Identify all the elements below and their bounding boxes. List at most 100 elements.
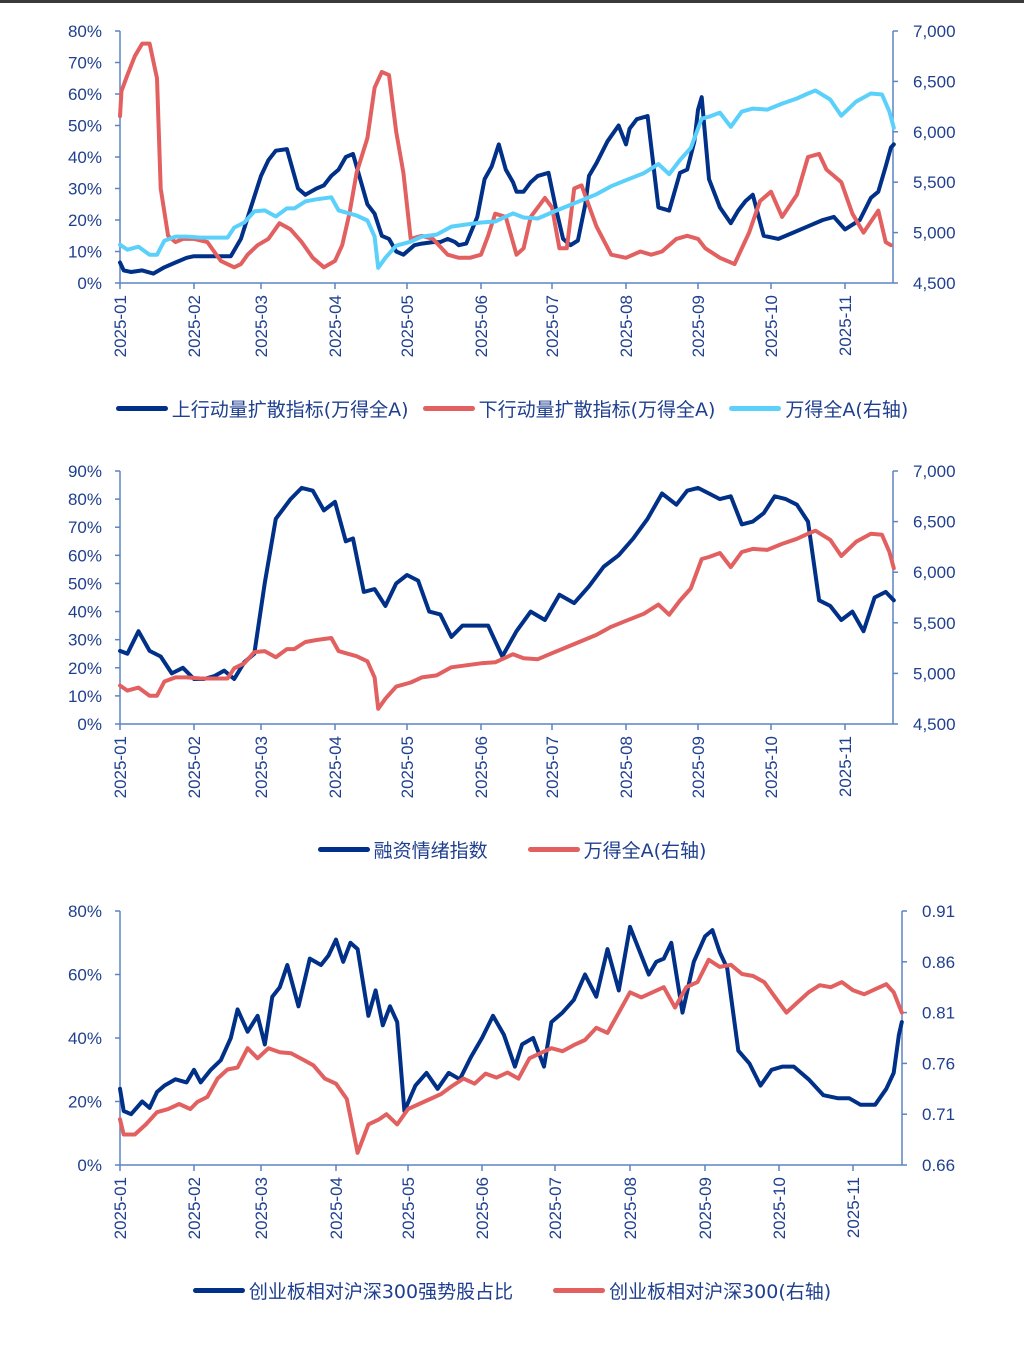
x-tick-label: 2025-02 — [185, 1177, 204, 1239]
chinext-relative-chart: 0% 20% 40% 60% 80% 0.66 0.71 0.76 0.81 0.86 0.91 20… — [0, 880, 1024, 1346]
x-tick-label: 2025-06 — [472, 736, 491, 798]
x-tick-label: 2025-01 — [111, 736, 130, 798]
left-tick-label: 0% — [77, 715, 102, 734]
x-tick-label: 2025-05 — [398, 295, 417, 357]
left-tick-label: 40% — [68, 603, 102, 622]
right-tick-label: 7,000 — [913, 22, 956, 41]
legend-swatch — [192, 1288, 245, 1293]
legend-item-margin-sentiment: 融资情绪指数 — [317, 836, 488, 863]
x-tick-label: 2025-03 — [252, 295, 271, 357]
left-tick-label: 20% — [68, 659, 102, 678]
series-line-0 — [118, 924, 904, 1117]
legend-label: 万得全A(右轴) — [785, 399, 909, 421]
legend-label: 万得全A(右轴) — [583, 840, 707, 862]
x-tick-label: 2025-04 — [326, 736, 345, 798]
left-tick-label: 80% — [68, 22, 102, 41]
left-tick-label: 40% — [68, 148, 102, 167]
right-tick-label: 4,500 — [913, 715, 956, 734]
x-tick-label: 2025-09 — [689, 295, 708, 357]
x-tick-label: 2025-04 — [327, 1177, 346, 1239]
left-tick-label: 40% — [68, 1029, 102, 1048]
right-tick-label: 0.86 — [922, 953, 955, 972]
x-tick-label: 2025-08 — [621, 1177, 640, 1239]
right-tick-label: 6,000 — [913, 123, 956, 142]
right-tick-label: 6,500 — [913, 513, 956, 532]
right-tick-label: 7,000 — [913, 462, 956, 481]
left-tick-label: 50% — [68, 117, 102, 136]
left-tick-label: 60% — [68, 85, 102, 104]
legend-label: 创业板相对沪深300强势股占比 — [248, 1281, 514, 1303]
left-tick-label: 90% — [68, 462, 102, 481]
x-tick-label: 2025-09 — [696, 1177, 715, 1239]
legend: 上行动量扩散指标(万得全A) 下行动量扩散指标(万得全A) 万得全A(右轴) — [0, 395, 1024, 422]
series-line-1 — [118, 957, 904, 1155]
legend-label: 下行动量扩散指标(万得全A) — [478, 399, 716, 421]
series-line-0 — [118, 485, 896, 681]
left-tick-label: 20% — [68, 211, 102, 230]
left-tick-label: 80% — [68, 902, 102, 921]
legend-item-wind-all-a: 万得全A(右轴) — [527, 836, 707, 863]
x-tick-label: 2025-03 — [252, 736, 271, 798]
left-tick-label: 10% — [68, 243, 102, 262]
legend-label: 上行动量扩散指标(万得全A) — [171, 399, 409, 421]
left-tick-label: 10% — [68, 687, 102, 706]
legend-swatch — [553, 1288, 606, 1293]
x-tick-label: 2025-08 — [617, 295, 636, 357]
x-tick-label: 2025-05 — [398, 736, 417, 798]
x-tick-label: 2025-06 — [472, 295, 491, 357]
momentum-diffusion-chart: 0% 10% 20% 30% 40% 50% 60% 70% 80% 4,500 5,000 5,50… — [0, 0, 1024, 440]
legend-item-chinext-vs-csi300: 创业板相对沪深300(右轴) — [553, 1277, 831, 1304]
x-tick-label: 2025-01 — [111, 1177, 130, 1239]
right-tick-label: 6,000 — [913, 563, 956, 582]
right-tick-label: 0.76 — [922, 1054, 955, 1073]
x-tick-label: 2025-09 — [689, 736, 708, 798]
left-tick-label: 0% — [77, 274, 102, 293]
right-tick-label: 6,500 — [913, 72, 956, 91]
x-tick-label: 2025-07 — [543, 295, 562, 357]
x-tick-label: 2025-06 — [473, 1177, 492, 1239]
x-tick-label: 2025-10 — [770, 1177, 789, 1239]
legend-item-downward-momentum: 下行动量扩散指标(万得全A) — [422, 395, 716, 422]
momentum-diffusion-plot: 0% 10% 20% 30% 40% 50% 60% 70% 80% 4,500 5,000 5,50… — [68, 22, 956, 357]
right-tick-label: 5,500 — [913, 173, 956, 192]
right-tick-label: 5,500 — [913, 614, 956, 633]
x-tick-label: 2025-04 — [326, 295, 345, 357]
x-tick-label: 2025-07 — [543, 736, 562, 798]
chinext-relative-plot: 0% 20% 40% 60% 80% 0.66 0.71 0.76 0.81 0.86 0.91 20… — [68, 902, 955, 1239]
legend-item-strong-stock-ratio: 创业板相对沪深300强势股占比 — [192, 1277, 514, 1304]
x-tick-label: 2025-01 — [111, 295, 130, 357]
series-line-0 — [118, 95, 896, 276]
legend-swatch — [729, 406, 782, 411]
x-tick-label: 2025-10 — [762, 736, 781, 798]
legend: 融资情绪指数 万得全A(右轴) — [0, 836, 1024, 863]
x-tick-label: 2025-02 — [185, 295, 204, 357]
left-tick-label: 50% — [68, 574, 102, 593]
legend-swatch — [317, 847, 370, 852]
x-tick-label: 2025-11 — [836, 736, 855, 797]
x-tick-label: 2025-11 — [836, 295, 855, 356]
margin-sentiment-chart: 0% 10% 20% 30% 40% 50% 60% 70% 80% 90% 4,500 5,000 5… — [0, 440, 1024, 880]
right-tick-label: 5,000 — [913, 664, 956, 683]
x-tick-label: 2025-02 — [185, 736, 204, 798]
legend-swatch — [527, 847, 580, 852]
legend-swatch — [422, 406, 475, 411]
legend-label: 融资情绪指数 — [373, 840, 488, 862]
top-border — [0, 0, 1024, 3]
legend-label: 创业板相对沪深300(右轴) — [609, 1281, 832, 1303]
x-tick-label: 2025-03 — [252, 1177, 271, 1239]
legend-item-wind-all-a: 万得全A(右轴) — [729, 395, 908, 422]
x-tick-label: 2025-08 — [617, 736, 636, 798]
left-tick-label: 0% — [77, 1156, 102, 1175]
left-tick-label: 20% — [68, 1093, 102, 1112]
right-tick-label: 0.66 — [922, 1156, 955, 1175]
series-line-1 — [118, 41, 893, 270]
right-tick-label: 0.81 — [922, 1004, 955, 1023]
right-tick-label: 4,500 — [913, 274, 956, 293]
series-line-1 — [118, 528, 896, 711]
left-tick-label: 60% — [68, 966, 102, 985]
left-tick-label: 80% — [68, 490, 102, 509]
legend-item-upward-momentum: 上行动量扩散指标(万得全A) — [115, 395, 409, 422]
x-tick-label: 2025-07 — [546, 1177, 565, 1239]
x-tick-label: 2025-11 — [844, 1177, 863, 1238]
left-tick-label: 30% — [68, 631, 102, 650]
